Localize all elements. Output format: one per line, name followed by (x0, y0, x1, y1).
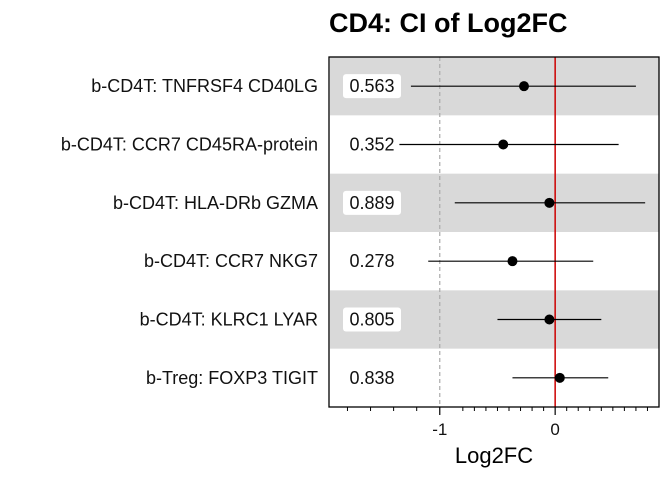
estimate-point (498, 139, 509, 150)
x-tick-label: 0 (550, 420, 559, 439)
p-value-label: 0.805 (349, 310, 394, 330)
row-label: b-Treg: FOXP3 TIGIT (146, 368, 318, 388)
row-label: b-CD4T: HLA-DRb GZMA (113, 193, 318, 213)
estimate-point (554, 372, 565, 383)
p-value-label: 0.563 (349, 76, 394, 96)
p-value-box (343, 74, 401, 99)
rows: b-CD4T: TNFRSF4 CD40LG 0.563 b-CD4T: CCR7 … (61, 74, 646, 388)
x-tick-label: -1 (432, 420, 447, 439)
row-label: b-CD4T: KLRC1 LYAR (140, 310, 318, 330)
row-label: b-CD4T: CCR7 CD45RA-protein (61, 135, 318, 155)
p-value-box (343, 190, 401, 215)
estimate-point (507, 256, 518, 267)
row-label: b-CD4T: CCR7 NKG7 (144, 251, 318, 271)
row-label: b-CD4T: TNFRSF4 CD40LG (91, 76, 318, 96)
estimate-point (544, 314, 555, 325)
estimate-point (544, 197, 555, 208)
p-value-label: 0.889 (349, 193, 394, 213)
p-value-box (343, 307, 401, 332)
p-value-label: 0.352 (349, 135, 394, 155)
plot-frame (328, 56, 660, 408)
p-value-label: 0.838 (349, 368, 394, 388)
x-axis-title: Log2FC (455, 443, 533, 468)
x-axis: -1 0 (346, 407, 648, 439)
reference-lines (439, 57, 556, 407)
chart-title: CD4: CI of Log2FC (329, 8, 567, 38)
estimate-point (519, 81, 529, 92)
p-value-label: 0.278 (349, 251, 394, 271)
